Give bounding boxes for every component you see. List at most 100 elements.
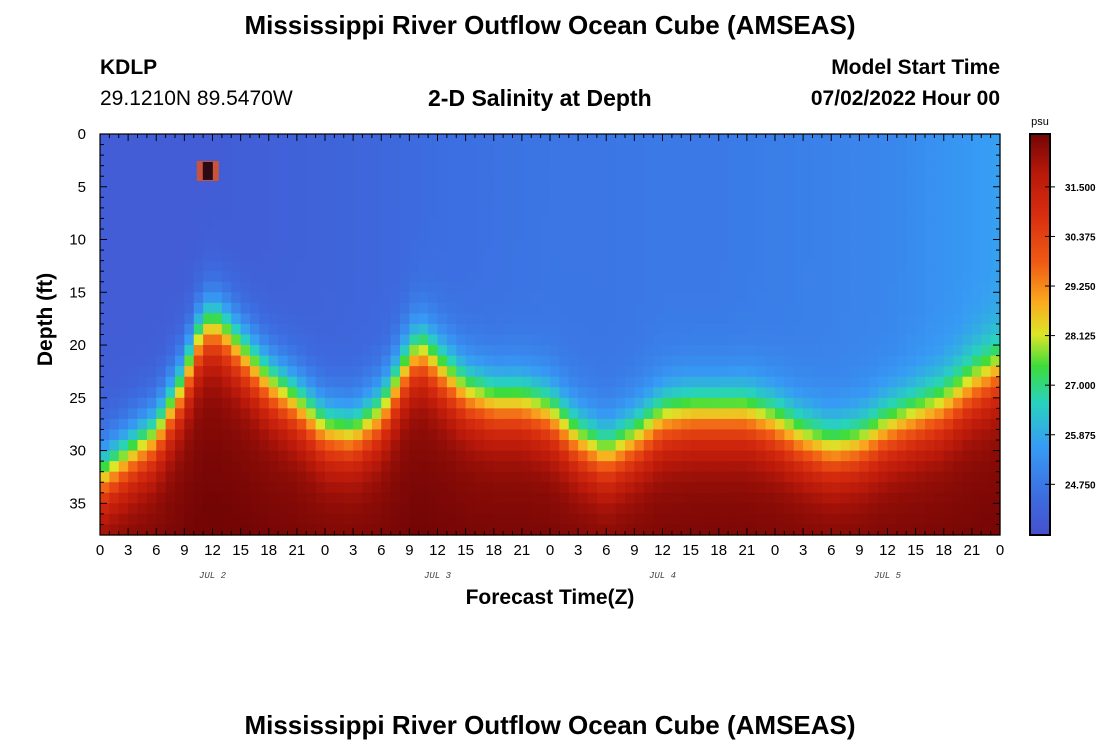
x-tick-label: 15 [457, 542, 474, 559]
heatmap-cell [531, 461, 542, 473]
heatmap-cell [437, 323, 448, 336]
heatmap-cell [353, 524, 364, 536]
heatmap-cell [681, 197, 692, 209]
heatmap-cell [812, 524, 823, 536]
heatmap-cell [784, 440, 795, 452]
heatmap-cell [128, 513, 139, 526]
heatmap-cell [109, 418, 120, 431]
heatmap-cell [831, 228, 842, 241]
heatmap-cell [615, 387, 626, 399]
heatmap-cell [165, 197, 176, 209]
heatmap-cell [606, 450, 617, 462]
heatmap-cell [446, 134, 457, 146]
heatmap-cell [728, 492, 739, 504]
heatmap-cell [700, 461, 710, 473]
heatmap-cell [887, 429, 898, 441]
heatmap-cell [728, 471, 739, 483]
heatmap-cell [587, 197, 598, 209]
heatmap-cell [831, 482, 842, 494]
heatmap-cell [915, 429, 926, 441]
heatmap-cell [446, 323, 457, 336]
x-tick-label: 21 [514, 542, 531, 559]
heatmap-cell [118, 397, 129, 409]
heatmap-cell [578, 450, 589, 462]
heatmap-cell [596, 218, 607, 230]
heatmap-cell [709, 482, 720, 494]
heatmap-cell [184, 461, 195, 473]
heatmap-cell [596, 144, 607, 156]
heatmap-cell [746, 250, 757, 262]
heatmap-cell [868, 165, 879, 177]
heatmap-cell [896, 302, 907, 314]
heatmap-cell [803, 323, 814, 336]
heatmap-cell [203, 260, 214, 272]
x-tick-label: 12 [879, 542, 896, 559]
heatmap-cell [971, 471, 982, 483]
heatmap-cell [212, 429, 223, 441]
heatmap-cell [887, 334, 898, 346]
heatmap-cell [887, 271, 898, 283]
x-tick-label: 21 [964, 542, 981, 559]
heatmap-cell [325, 197, 335, 209]
heatmap-cell [184, 250, 195, 262]
colorbar-tick-label: 30.375 [1065, 232, 1096, 243]
heatmap-cell [596, 239, 607, 251]
heatmap-cell [437, 144, 448, 156]
heatmap-cell [231, 387, 242, 399]
heatmap-cell [128, 271, 139, 283]
heatmap-cell [821, 345, 832, 357]
heatmap-cell [634, 387, 645, 399]
heatmap-cell [878, 197, 889, 209]
heatmap-cell [887, 440, 898, 452]
heatmap-cell [943, 228, 954, 241]
heatmap-cell [390, 524, 401, 536]
heatmap-cell [793, 387, 804, 399]
heatmap-cell [718, 450, 729, 462]
heatmap-cell [493, 228, 504, 241]
heatmap-cell [990, 176, 1001, 188]
heatmap-cell [606, 260, 617, 272]
heatmap-cell [765, 302, 776, 314]
heatmap-cell [193, 440, 204, 452]
heatmap-cell [400, 418, 410, 431]
heatmap-cell [371, 281, 382, 293]
heatmap-cell [775, 302, 785, 314]
heatmap-cell [343, 186, 354, 198]
heatmap-cell [184, 144, 195, 156]
heatmap-cell [278, 250, 289, 262]
heatmap-cell [428, 186, 439, 198]
heatmap-cell [268, 334, 279, 346]
heatmap-cell [296, 260, 307, 272]
heatmap-cell [859, 197, 870, 209]
heatmap-cell [484, 155, 495, 167]
heatmap-cell [981, 355, 992, 367]
heatmap-cell [821, 218, 832, 230]
heatmap-cell [878, 524, 889, 536]
heatmap-cell [812, 418, 823, 431]
heatmap-cell [456, 323, 467, 336]
heatmap-cell [306, 323, 317, 336]
x-tick-label: 12 [654, 542, 671, 559]
heatmap-cell [418, 207, 429, 220]
heatmap-cell [990, 228, 1001, 241]
heatmap-cell [737, 228, 748, 241]
heatmap-cell [887, 503, 898, 515]
heatmap-cell [118, 323, 129, 336]
heatmap-cell [737, 313, 748, 325]
heatmap-cell [634, 450, 645, 462]
heatmap-cell [353, 207, 364, 220]
heatmap-cell [475, 429, 485, 441]
heatmap-cell [240, 218, 251, 230]
heatmap-cell [962, 387, 973, 399]
heatmap-cell [287, 302, 298, 314]
heatmap-cell [362, 418, 373, 431]
heatmap-cell [681, 250, 692, 262]
heatmap-cell [718, 155, 729, 167]
heatmap-cell [400, 186, 410, 198]
heatmap-cell [146, 471, 157, 483]
heatmap-cell [296, 250, 307, 262]
heatmap-cell [175, 218, 185, 230]
heatmap-cell [625, 144, 635, 156]
heatmap-cell [784, 144, 795, 156]
heatmap-cell [821, 503, 832, 515]
